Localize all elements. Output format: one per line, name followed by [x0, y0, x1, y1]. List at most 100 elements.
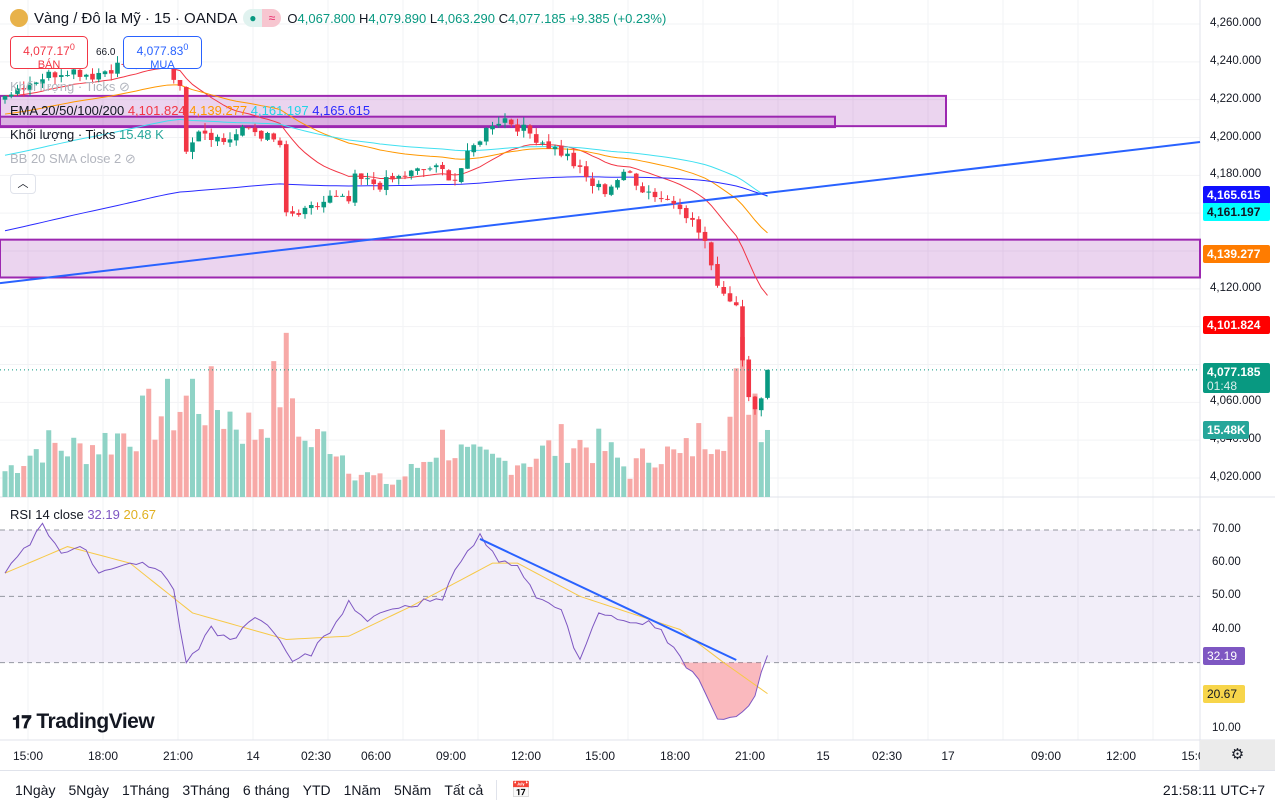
collapse-legend-button[interactable]: ︿ [10, 174, 36, 194]
volume-bar [71, 437, 77, 497]
settings-gear-icon[interactable]: ⚙ [1200, 740, 1275, 770]
legend-volume[interactable]: Khối lượng · Ticks 15.48 K [10, 127, 164, 142]
candle-body [702, 231, 708, 241]
legend-volume-hidden[interactable]: Khối lượng · Ticks ⊘ [10, 79, 130, 94]
candle-body [221, 138, 227, 142]
time-axis-label: 18:00 [87, 749, 119, 763]
range-ytd[interactable]: YTD [302, 781, 331, 798]
volume-bar [127, 446, 133, 497]
tradingview-logo[interactable]: 𝟏𝟕 TradingView [12, 710, 155, 733]
volume-bar [183, 395, 189, 497]
candle-body [71, 69, 77, 75]
candle-body [208, 132, 214, 141]
volume-bar [396, 479, 402, 497]
candle-body [546, 141, 552, 149]
candle-body [458, 168, 464, 183]
volume-bar [246, 412, 252, 497]
candle-body [246, 127, 252, 129]
legend-ema[interactable]: EMA 20/50/100/200 4,101.824 4,139.277 4,… [10, 103, 371, 118]
range-1m[interactable]: 1Tháng [121, 781, 170, 798]
range-5d[interactable]: 5Ngày [68, 781, 109, 798]
candle-body [402, 175, 408, 177]
candle-body [171, 62, 177, 80]
range-6m[interactable]: 6 tháng [242, 781, 290, 798]
volume-bar [158, 416, 164, 497]
range-1d[interactable]: 1Ngày [15, 781, 56, 798]
volume-bar [421, 461, 427, 497]
volume-bar [77, 443, 83, 497]
candle-body [215, 136, 220, 142]
volume-bar [33, 449, 39, 497]
price-axis-label: 4,240.000 [1210, 54, 1262, 67]
clock-timezone[interactable]: 21:58:11 UTC+7 [1162, 781, 1265, 798]
legend-rsi[interactable]: RSI 14 close 32.19 20.67 [10, 507, 157, 522]
volume-bar [733, 368, 739, 497]
range-3m[interactable]: 3Tháng [182, 781, 230, 798]
price-axis-label: 4,060.000 [1210, 395, 1262, 408]
candle-body [177, 79, 183, 86]
volume-bar [496, 457, 502, 497]
candle-body [683, 208, 689, 219]
goto-date-calendar-icon[interactable]: 📅 [496, 779, 531, 800]
candle-body [577, 165, 583, 167]
range-1y[interactable]: 1Năm [343, 781, 381, 798]
volume-bar [577, 439, 583, 497]
volume-bar [177, 411, 183, 497]
candle-body [483, 127, 489, 142]
volume-bar [221, 428, 227, 497]
symbol-title[interactable]: Vàng / Đô la Mỹ · 15 · OANDA [34, 9, 238, 27]
candle-body [190, 142, 195, 152]
candle-body [58, 75, 64, 77]
bottom-toolbar: 1Ngày 5Ngày 1Tháng 3Tháng 6 tháng YTD 1N… [0, 770, 1275, 808]
volume-bar [102, 432, 108, 497]
candle-body [15, 88, 20, 94]
price-chart[interactable] [0, 0, 1275, 770]
candle-body [746, 359, 752, 398]
volume-bar [458, 444, 464, 497]
volume-bar [521, 463, 527, 497]
candle-body [515, 124, 520, 132]
sell-button[interactable]: 4,077.170 BÁN [10, 36, 88, 71]
hidden-eye-icon[interactable]: ⊘ [119, 79, 130, 94]
time-axis-label: 15 [816, 749, 830, 763]
volume-bar [671, 449, 677, 497]
volume-tag: 15.48K [1203, 421, 1249, 439]
candle-body [533, 134, 539, 143]
time-axis-label: 02:30 [300, 749, 332, 763]
price-axis-label: 4,020.000 [1210, 471, 1262, 483]
candle-body [765, 369, 770, 398]
hidden-eye-icon[interactable]: ⊘ [124, 151, 136, 166]
candle-body [415, 168, 420, 171]
rsi-oversold-fill [680, 662, 762, 720]
volume-bar [258, 429, 264, 497]
candle-body [315, 206, 320, 208]
volume-bar [171, 430, 177, 497]
buy-button[interactable]: 4,077.830 MUA [123, 36, 202, 71]
ema-50-line [4, 84, 768, 234]
candle-body [621, 171, 627, 181]
candle-body [571, 152, 577, 167]
candle-body [202, 130, 208, 134]
candle-body [390, 176, 395, 180]
candle-body [583, 166, 589, 178]
volume-bar [646, 462, 652, 497]
volume-bar [321, 431, 327, 497]
market-status[interactable]: ● ≈ [243, 9, 282, 27]
candle-body [652, 191, 658, 198]
volume-bar [8, 465, 14, 497]
time-axis-label: 15:0 [1181, 749, 1205, 763]
rsi-axis-label: 60.00 [1212, 556, 1241, 569]
volume-bar [571, 448, 577, 497]
volume-bar [302, 440, 308, 497]
volume-bar [758, 442, 764, 497]
volume-bar [665, 446, 670, 497]
candle-body [115, 62, 120, 74]
candle-body [627, 171, 633, 173]
range-5y[interactable]: 5Năm [393, 781, 432, 798]
candle-body [527, 125, 533, 134]
volume-bar [402, 476, 408, 497]
legend-bb[interactable]: BB 20 SMA close 2 ⊘ [10, 151, 136, 166]
range-all[interactable]: Tất cả [444, 781, 484, 798]
volume-bar [446, 460, 452, 497]
volume-bar [277, 407, 283, 497]
